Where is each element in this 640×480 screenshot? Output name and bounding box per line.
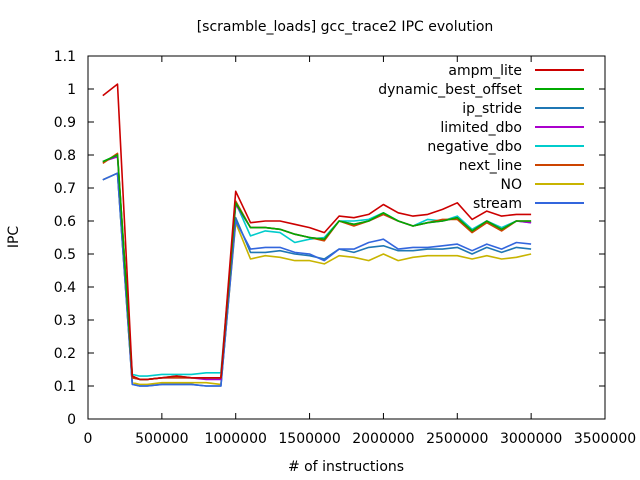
legend-label-limited-dbo: limited_dbo xyxy=(440,120,522,136)
legend-label-ampm-lite: ampm_lite xyxy=(448,63,522,79)
y-tick-label: 0 xyxy=(67,412,76,428)
legend-label-negative-dbo: negative_dbo xyxy=(427,139,522,155)
chart-title: [scramble_loads] gcc_trace2 IPC evolutio… xyxy=(197,19,494,35)
x-axis-label: # of instructions xyxy=(288,459,404,475)
series-line-negative-dbo xyxy=(102,154,532,377)
legend: ampm_lite dynamic_best_offset ip_stridelim… xyxy=(378,63,584,212)
y-tick-label: 0.4 xyxy=(54,280,76,296)
x-tick-label: 3500000 xyxy=(574,431,636,447)
y-tick-label: 1 xyxy=(67,82,76,98)
x-tick-label: 2000000 xyxy=(352,431,414,447)
x-tick-label: 2500000 xyxy=(426,431,488,447)
legend-label-stream: stream xyxy=(473,196,522,212)
legend-label-dynamic-best-offset: dynamic_best_offset xyxy=(378,82,522,98)
series-layer xyxy=(102,83,532,387)
x-tick-label: 0 xyxy=(84,431,93,447)
legend-label-no: NO xyxy=(501,177,523,193)
x-tick-label: 500000 xyxy=(135,431,188,447)
series-line-ip-stride xyxy=(102,172,532,387)
y-tick-label: 0.6 xyxy=(54,214,76,230)
y-axis-label: IPC xyxy=(6,226,22,249)
series-line-no xyxy=(102,172,532,386)
axes-layer: 0 0.1 0.2 0.3 0.4 0.5 0.6 0.7 0.8 0.9 1 1.1 0 500000 1… xyxy=(54,49,636,447)
y-tick-label: 0.5 xyxy=(54,247,76,263)
y-tick-label: 0.7 xyxy=(54,181,76,197)
series-line-stream xyxy=(102,172,532,387)
series-line-limited-dbo xyxy=(102,155,532,381)
y-tick-label: 0.9 xyxy=(54,115,76,131)
x-tick-label: 1000000 xyxy=(205,431,267,447)
y-tick-label: 0.8 xyxy=(54,148,76,164)
y-tick-label: 0.3 xyxy=(54,313,76,329)
series-line-next-line xyxy=(102,152,532,381)
y-tick-label: 0.1 xyxy=(54,379,76,395)
series-line-ampm-lite xyxy=(102,83,532,381)
y-tick-label: 0.2 xyxy=(54,346,76,362)
x-tick-label: 1500000 xyxy=(278,431,340,447)
legend-label-next-line: next_line xyxy=(459,158,522,174)
legend-label-ip-stride: ip_stride xyxy=(462,101,522,117)
x-tick-label: 3000000 xyxy=(500,431,562,447)
plot-frame xyxy=(87,55,606,420)
series-line-dynamic-best-offset xyxy=(102,154,532,381)
y-tick-label: 1.1 xyxy=(54,49,76,65)
